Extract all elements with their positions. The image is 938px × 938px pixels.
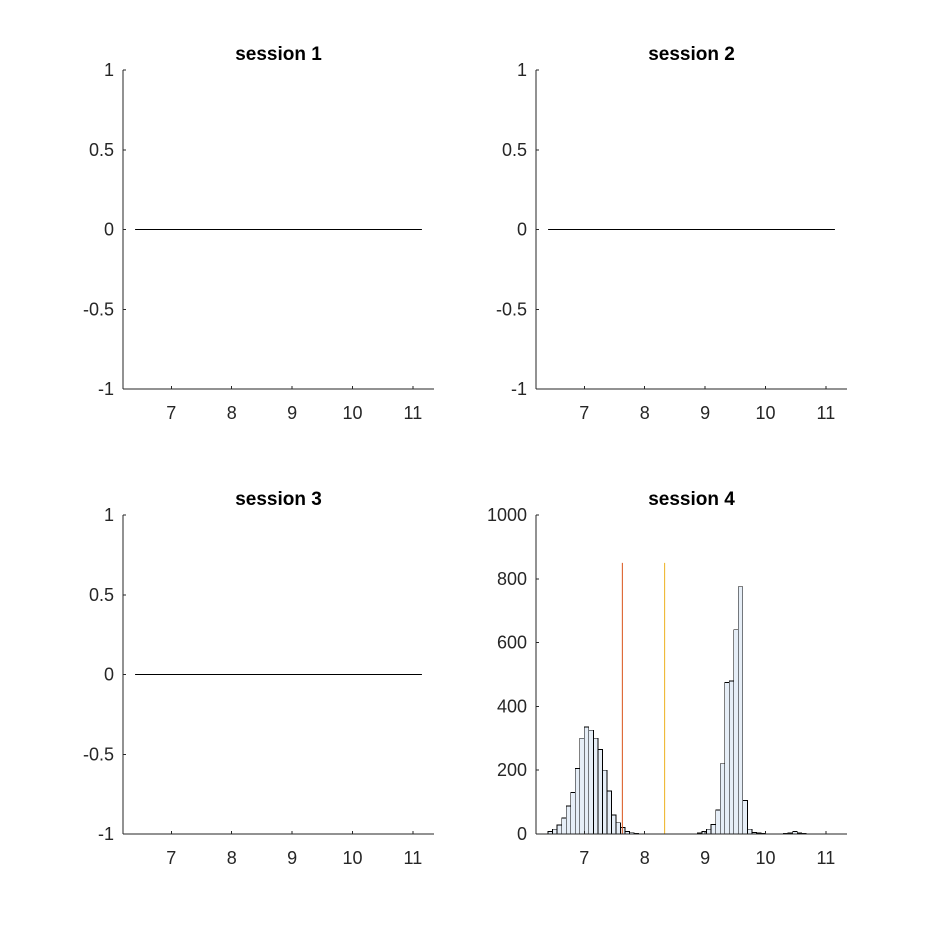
x-tick-label: 11 [404,403,423,423]
x-tick-label: 8 [640,403,650,423]
x-tick-label: 9 [287,403,297,423]
histogram-bar [606,790,612,835]
x-tick-label: 8 [227,403,237,423]
x-tick-label: 7 [579,848,589,868]
histogram-bar [719,763,726,835]
subplot-session-1: session 1 7 8 9 10 11 -1 -0.5 0 0.5 1 [83,44,434,423]
histogram-bar [715,809,721,835]
y-tick-label: 0.5 [89,585,114,605]
x-tick-label: 10 [755,403,775,423]
histogram-bar [710,824,717,835]
x-tick-label: 9 [700,403,710,423]
histogram-bar [724,682,730,835]
histogram-bar [615,822,621,835]
x-tick-label: 9 [700,848,710,868]
y-tick-label: -1 [98,379,114,399]
x-tick-label: 8 [640,848,650,868]
y-tick-label: -0.5 [83,744,114,764]
x-tick-label: 8 [227,848,237,868]
x-tick-label: 10 [342,848,362,868]
histogram-bar [579,737,585,835]
histogram-bar [592,737,599,835]
x-tick-label: 7 [166,848,176,868]
y-tick-label: 400 [497,696,527,716]
histogram-bar [728,680,735,835]
histogram-bar [611,814,617,835]
y-tick-label: -1 [511,379,527,399]
histogram-bar [574,768,581,835]
y-tick-label: 0.5 [89,140,114,160]
x-tick-label: 9 [287,848,297,868]
histogram-bar [565,805,572,835]
y-tick-label: 1 [517,60,527,80]
histogram-bar [706,828,712,835]
y-tick-label: 0 [104,665,114,685]
histogram-bar [602,769,608,835]
histogram-bar [746,828,753,835]
subplot-title: session 4 [648,489,735,510]
y-tick-label: 1000 [487,505,527,525]
y-tick-label: 0 [517,220,527,240]
y-tick-label: 1 [104,505,114,525]
y-tick-label: 0.5 [502,140,527,160]
y-tick-label: 800 [497,569,527,589]
histogram-bar [588,729,594,835]
histogram-bar [570,792,576,835]
x-tick-label: 11 [404,848,423,868]
y-tick-label: 600 [497,633,527,653]
y-tick-label: 0 [104,220,114,240]
histogram-bar [737,586,744,835]
histogram-bar [597,749,603,835]
histogram-bar [561,817,567,835]
y-tick-label: -1 [98,824,114,844]
subplot-title: session 2 [648,44,735,65]
subplot-session-2: session 2 7 8 9 10 11 -1 -0.5 0 0.5 1 [496,44,847,423]
y-tick-label: 1 [104,60,114,80]
x-tick-label: 7 [166,403,176,423]
subplot-session-3: session 3 7 8 9 10 11 -1 -0.5 0 0.5 1 [83,489,434,868]
x-tick-label: 7 [579,403,589,423]
x-tick-label: 11 [817,848,836,868]
histogram-bar [556,824,563,835]
y-tick-label: 0 [517,824,527,844]
y-tick-label: 200 [497,760,527,780]
histogram-bar [733,629,739,835]
histogram-bar [552,828,558,835]
y-tick-label: -0.5 [496,299,527,319]
histogram-bar [583,726,590,835]
x-tick-label: 10 [755,848,775,868]
x-tick-label: 11 [817,403,836,423]
histogram-bar [742,800,748,835]
x-tick-label: 10 [342,403,362,423]
y-tick-label: -0.5 [83,299,114,319]
subplot-session-4: session 4 7 8 9 10 11 0 200 400 600 800 1000 [487,489,847,868]
subplot-title: session 1 [235,44,322,65]
subplot-title: session 3 [235,489,322,510]
